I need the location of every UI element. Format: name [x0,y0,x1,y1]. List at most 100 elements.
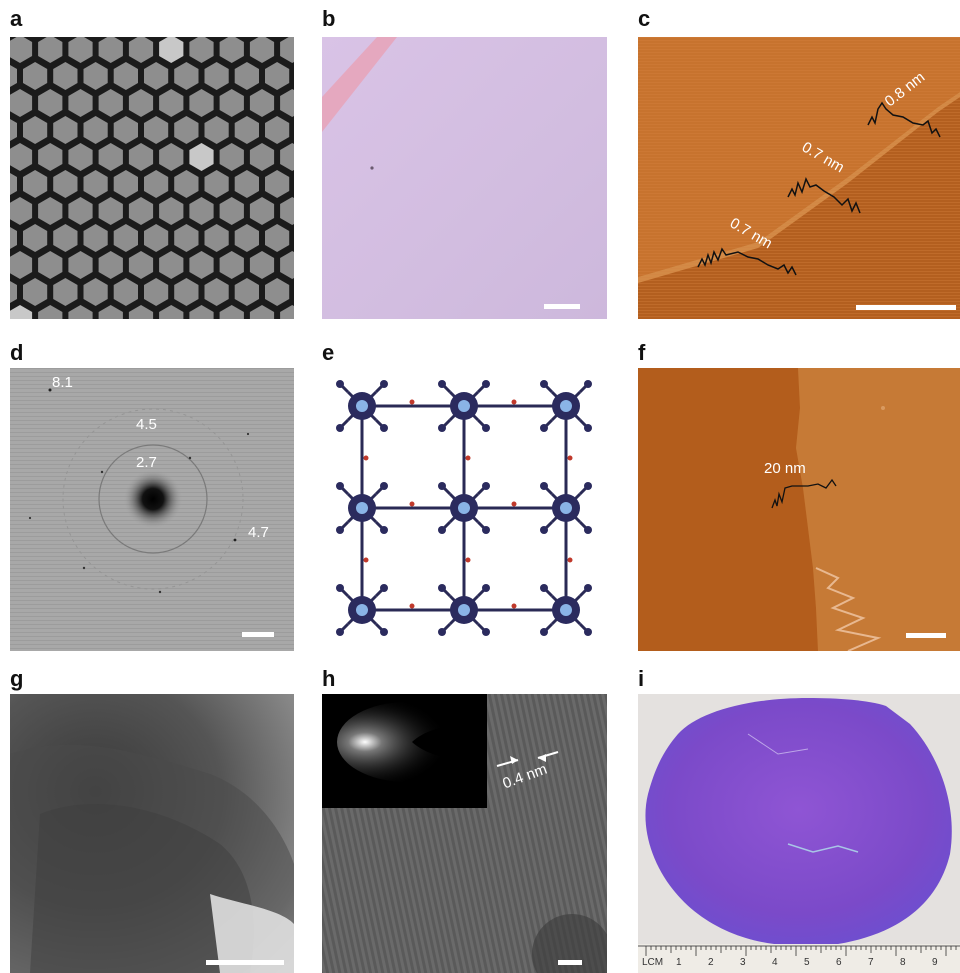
scale-bar-d [242,632,274,637]
hexagon-cell [280,89,294,117]
hexagon-cell [128,197,154,225]
hexagon-cell [144,224,169,252]
atom [438,482,446,490]
atom [409,399,415,405]
hexagon-cell [159,197,184,225]
atom [540,584,548,592]
hexagon-cell [219,37,244,63]
hexagon-cell [10,226,17,250]
hexagon-cell [234,224,259,252]
scale-bar-h [558,960,582,965]
hexagon-cell [234,278,259,306]
atom [584,424,592,432]
hexagon-cell [204,62,229,90]
hexagon-cell [83,62,108,90]
atom [356,604,368,616]
atom [560,502,572,514]
scale-bar-g [206,960,284,965]
atom [336,482,344,490]
atom [458,400,470,412]
ruler-number: 8 [900,957,906,968]
panel-label-a: a [10,6,23,31]
hexagon-cell [280,143,294,171]
scale-bar-f [906,633,946,638]
panel-d-diffraction: 8.1 4.5 2.7 4.7 [10,368,294,651]
atom [380,482,388,490]
hexagon-cell [249,305,275,319]
panel-label-d: d [10,340,24,365]
ruler-unit-label: LCM [642,957,664,968]
hexagon-cell [234,170,259,198]
hexagon-cell [219,305,244,319]
hexagon-cell [128,251,154,279]
atom [380,380,388,388]
atom [458,604,470,616]
hexagon-cell [10,197,33,225]
hexagon-cell [98,251,123,279]
wafer [638,698,960,973]
hexagon-cell [144,170,169,198]
hexagon-cell [265,278,290,306]
atom [584,628,592,636]
hexagon-cell [280,37,294,63]
hexagon-cell [113,116,138,144]
optical-texture [322,37,397,170]
hexagon-cell [280,251,294,279]
hexagon-cell [128,37,154,63]
panel-label-c: c [638,6,651,31]
hexagon-cell [23,116,48,144]
hexagon-cell [98,37,123,63]
hexagon-cell [10,305,33,319]
hexagon-cell [189,143,214,171]
hexagon-cell [265,116,290,144]
hexagon-cell [249,89,275,117]
hexagon-cell [144,62,169,90]
hexagon-cell [204,170,229,198]
hexagon-cell [174,62,199,90]
hexagon-cell [83,278,108,306]
atom [540,424,548,432]
hexagon-cell [174,170,199,198]
hexagon-cell [204,224,229,252]
d-spacing-label-1: 8.1 [52,374,73,391]
hexagon-cell [113,278,138,306]
atom [482,526,490,534]
hexagon-cell [128,305,154,319]
d-spacing-label-4: 4.7 [248,524,269,541]
hexagon-cell [189,251,214,279]
hexagon-cell [23,62,48,90]
hexagon-cell [159,89,184,117]
ruler-number: 6 [836,957,842,968]
hexagon-cell [38,305,63,319]
hexagon-cell [249,251,275,279]
hexagon-cell [10,118,17,142]
atom [380,628,388,636]
hexagon-cell [219,143,244,171]
hexagon-cell [68,305,93,319]
framework-lattice [336,380,592,636]
atom [380,584,388,592]
hexagon-cell [23,170,48,198]
ruler-number: 5 [804,957,810,968]
hexagon-cell [10,89,33,117]
hexagon-cell [23,224,48,252]
hexagon-cell [53,116,78,144]
atom [409,501,415,507]
atom [438,584,446,592]
hexagon-cell [98,89,123,117]
atom [465,557,471,563]
panel-g-tem-image [10,694,294,973]
hexagon-cell [174,224,199,252]
atom [363,557,369,563]
atom [458,502,470,514]
hexagon-cell [10,251,33,279]
atom [363,455,369,461]
atom [482,380,490,388]
hexagon-cell [219,89,244,117]
atom [540,380,548,388]
film-thickness-label: 20 nm [764,460,806,477]
hexagon-cell [113,62,138,90]
hexagon-grid [10,37,294,319]
hexagon-cell [38,143,63,171]
scale-bar-b [544,304,580,309]
